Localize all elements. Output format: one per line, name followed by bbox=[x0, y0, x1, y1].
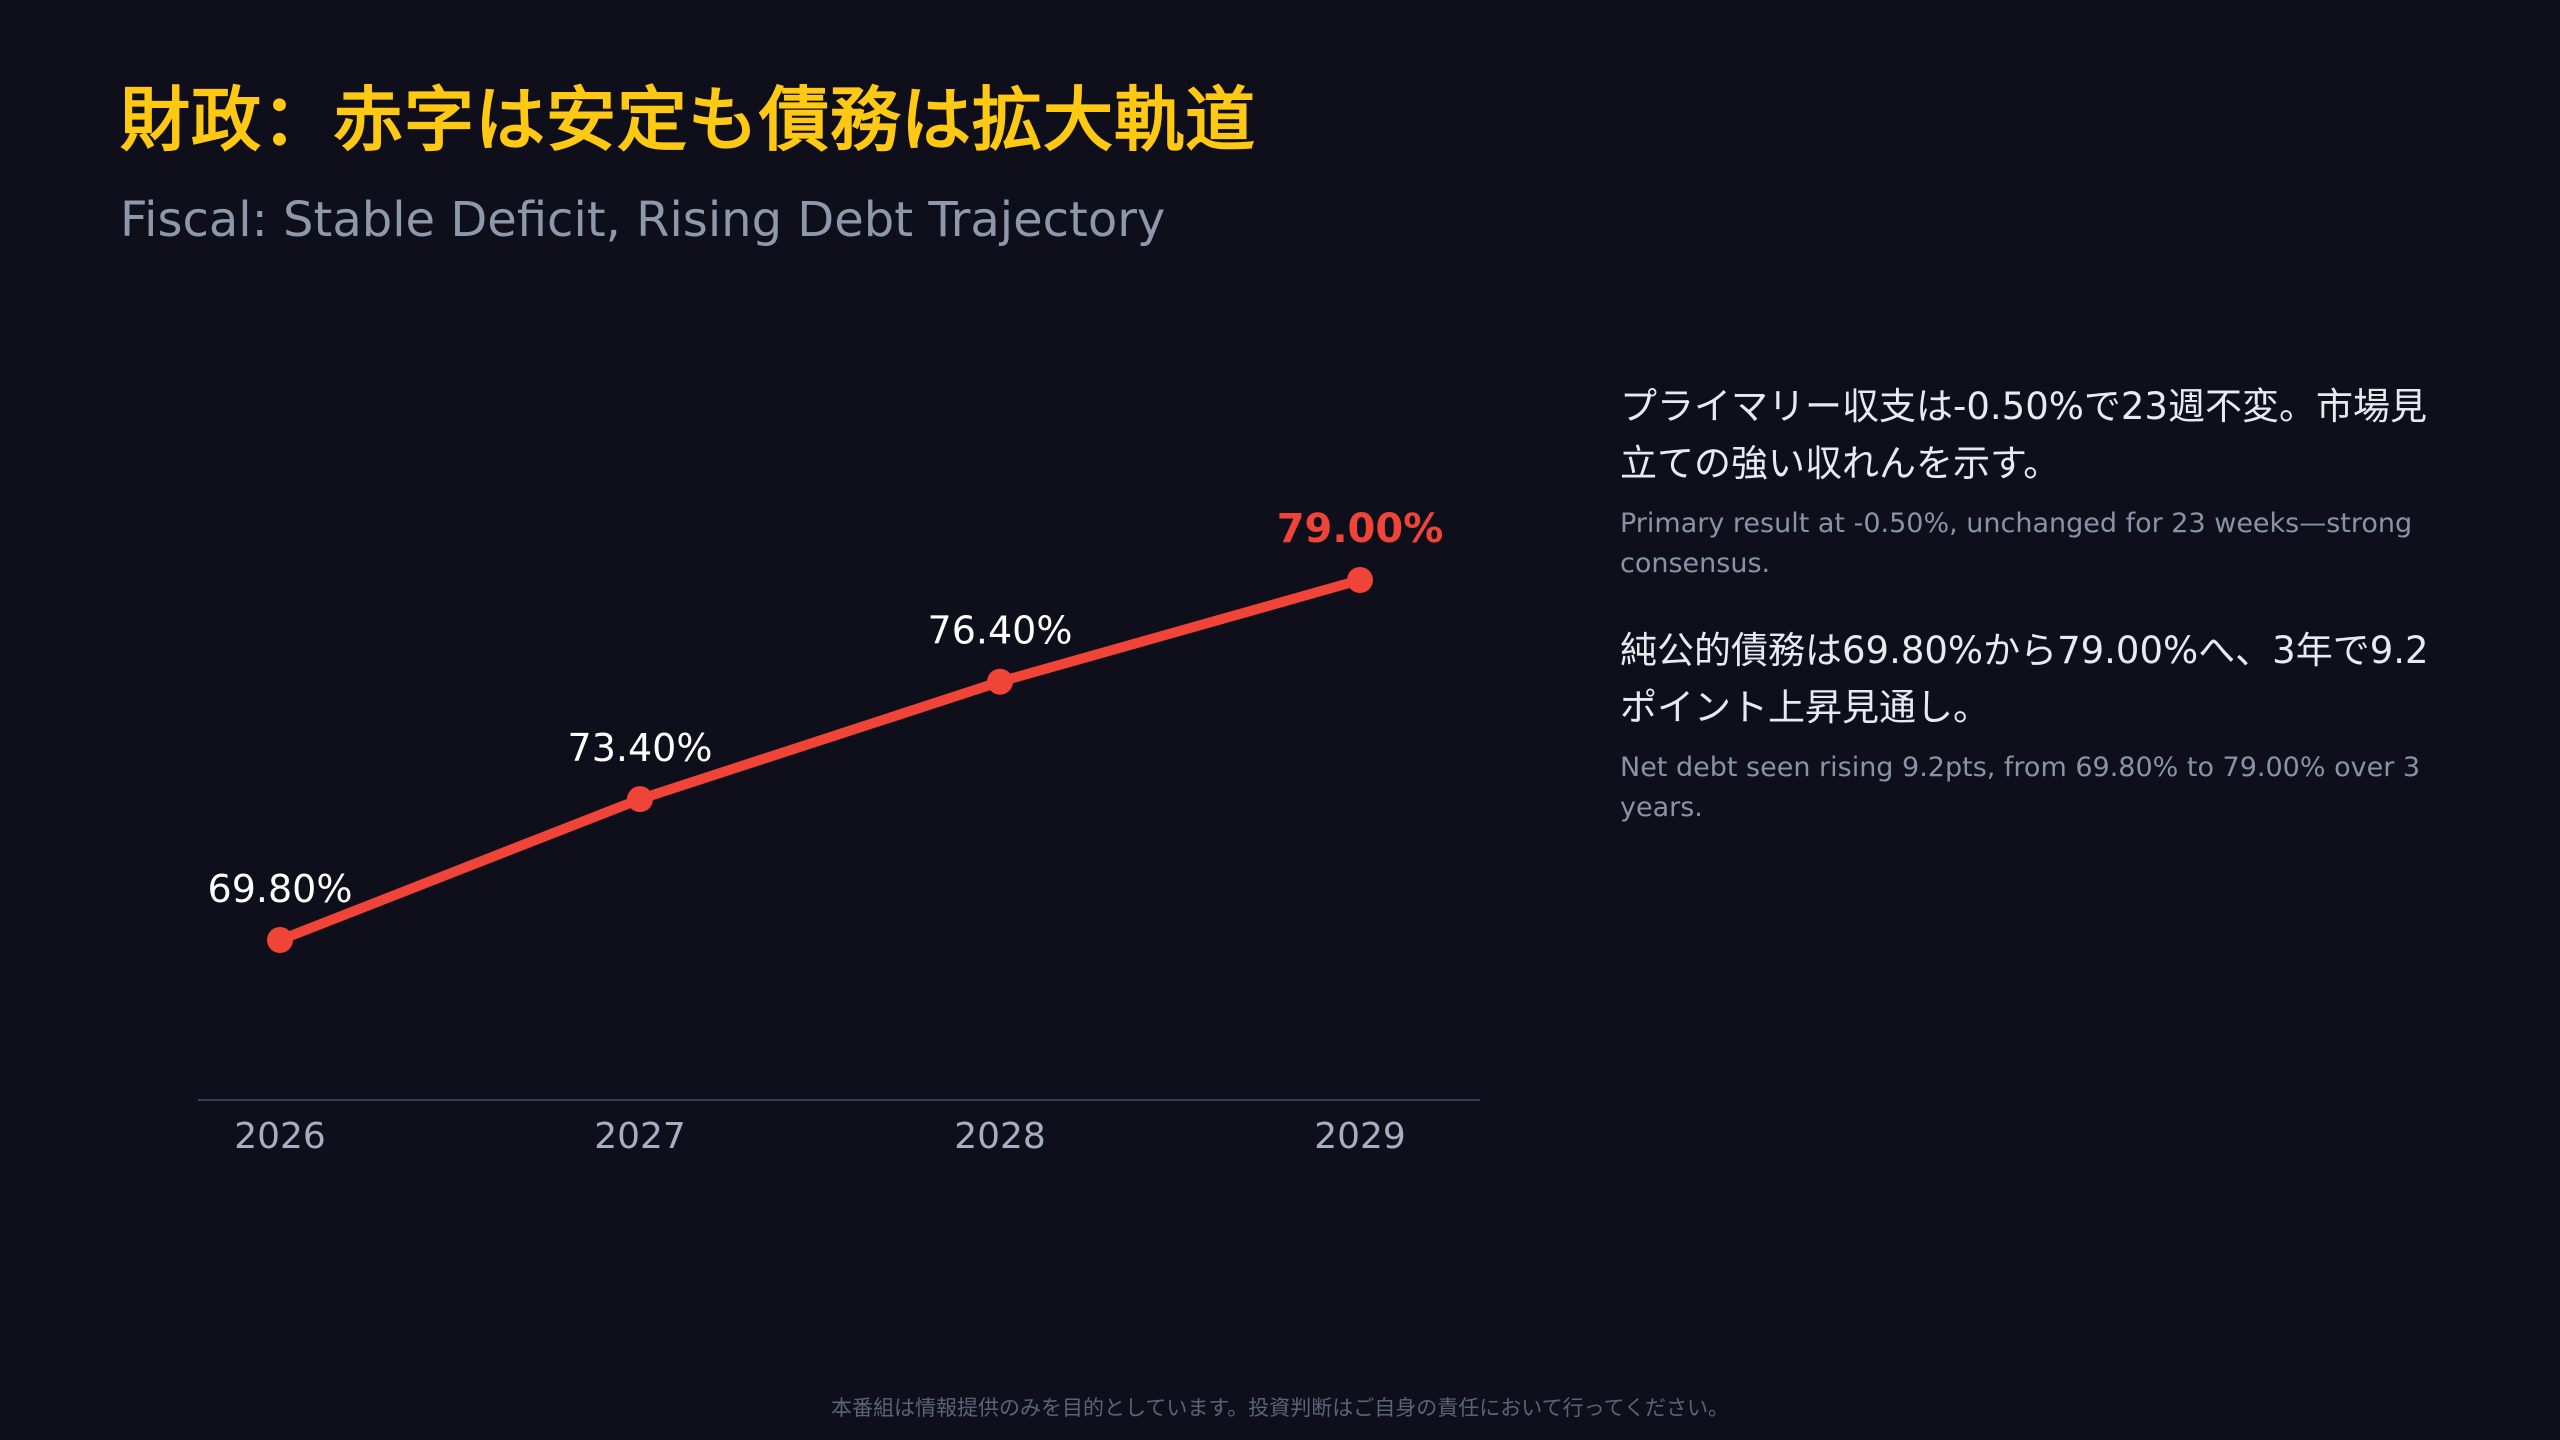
disclaimer-footer: 本番組は情報提供のみを目的としています。投資判断はご自身の責任において行ってくだ… bbox=[831, 1396, 1729, 1420]
note-jp-text: 純公的債務は69.80%から79.00%へ、3年で9.2ポイント上昇見通し。 bbox=[1620, 629, 2429, 729]
data-label: 76.40% bbox=[928, 609, 1073, 653]
data-point bbox=[1347, 567, 1373, 593]
note-en-text: Primary result at -0.50%, unchanged for … bbox=[1620, 508, 2413, 579]
data-label: 79.00% bbox=[1277, 506, 1444, 552]
x-tick-label: 2028 bbox=[954, 1116, 1046, 1157]
note-primary-balance: プライマリー収支は-0.50%で23週不変。市場見立ての強い収れんを示す。 Pr… bbox=[1620, 378, 2450, 584]
x-tick-label: 2029 bbox=[1314, 1116, 1406, 1157]
data-point bbox=[267, 927, 293, 953]
note-en-text: Net debt seen rising 9.2pts, from 69.80%… bbox=[1620, 752, 2421, 823]
commentary-panel: プライマリー収支は-0.50%で23週不変。市場見立ての強い収れんを示す。 Pr… bbox=[1620, 378, 2450, 866]
x-tick-label: 2026 bbox=[234, 1116, 326, 1157]
data-point bbox=[627, 786, 653, 813]
page-subtitle: Fiscal: Stable Deficit, Rising Debt Traj… bbox=[120, 192, 1166, 248]
debt-line-chart: 69.80% 2026 73.40% 2027 76.40% 2028 79.00% 2029 bbox=[198, 506, 1480, 1157]
page-title: 財政：赤字は安定も債務は拡大軌道 bbox=[120, 79, 1256, 161]
note-jp-text: プライマリー収支は-0.50%で23週不変。市場見立ての強い収れんを示す。 bbox=[1620, 385, 2427, 485]
note-net-debt: 純公的債務は69.80%から79.00%へ、3年で9.2ポイント上昇見通し。 N… bbox=[1620, 622, 2450, 828]
series-line bbox=[275, 575, 1365, 945]
data-label: 69.80% bbox=[208, 867, 353, 911]
x-tick-label: 2027 bbox=[594, 1116, 686, 1157]
data-point bbox=[987, 668, 1013, 695]
data-label: 73.40% bbox=[568, 726, 713, 770]
